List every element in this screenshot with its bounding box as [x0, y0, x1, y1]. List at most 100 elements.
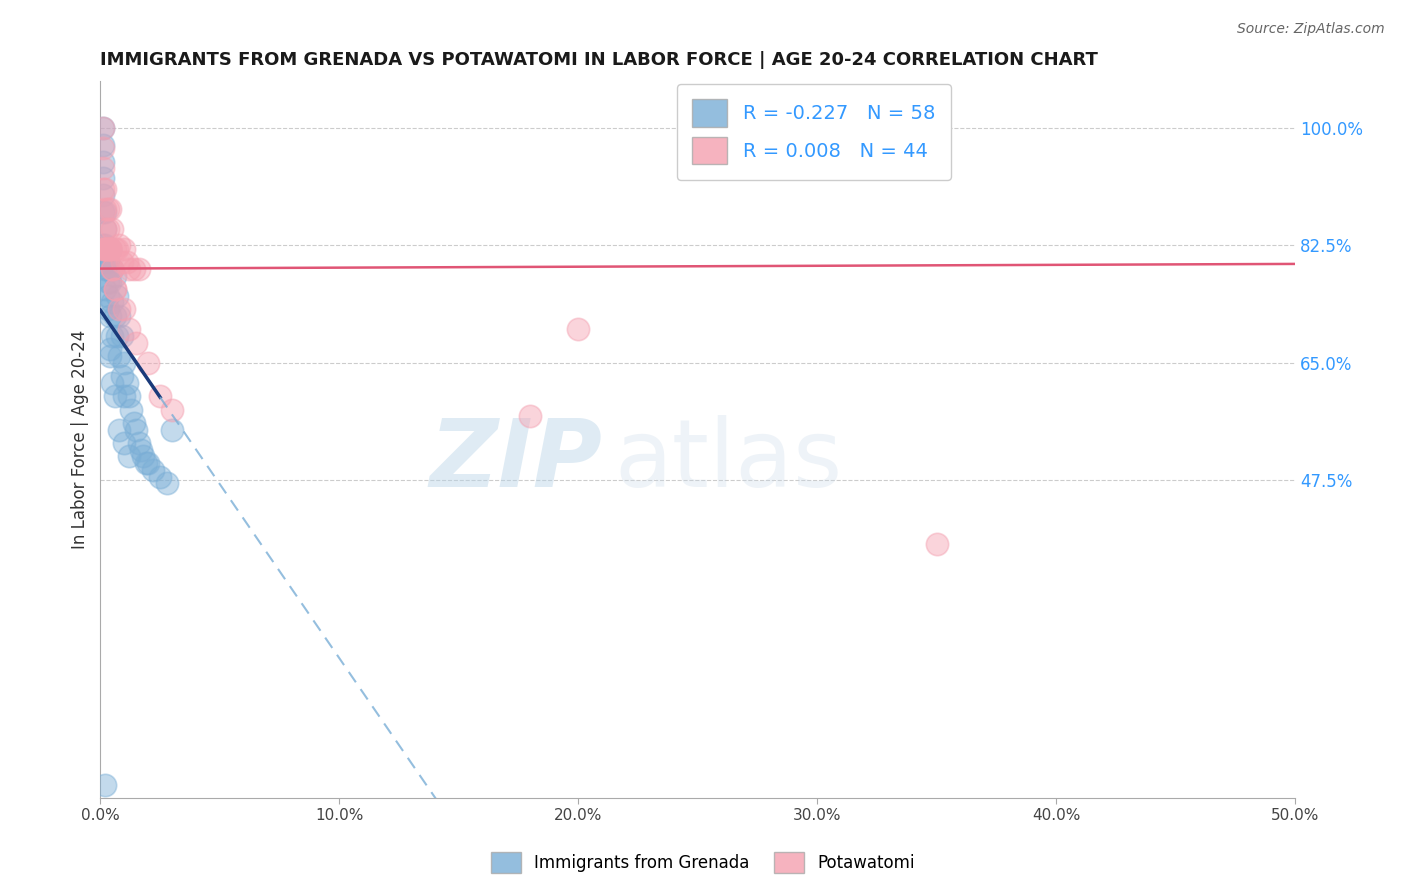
Point [122, 261, 145, 276]
Point [135, 456, 157, 470]
Point [108, 302, 131, 317]
Point [98, 309, 121, 323]
Point [118, 261, 141, 276]
Point [96, 221, 118, 235]
Point [122, 416, 145, 430]
Point [96, 242, 118, 256]
Point [91, 238, 114, 252]
Point [98, 275, 121, 289]
Point [160, 402, 183, 417]
Point [96, 275, 118, 289]
Point [925, 536, 948, 550]
Point [128, 436, 150, 450]
Point [94, 242, 117, 256]
Point [108, 309, 131, 323]
Point [104, 268, 127, 283]
Text: atlas: atlas [614, 415, 842, 508]
Point [125, 335, 148, 350]
Point [96, 288, 118, 302]
Point [98, 349, 121, 363]
Point [149, 389, 172, 403]
Point [129, 442, 152, 457]
Point [108, 423, 131, 437]
Point [91, 161, 114, 176]
Point [91, 141, 114, 155]
Point [567, 322, 589, 336]
Point [115, 255, 138, 269]
Legend: R = -0.227   N = 58, R = 0.008   N = 44: R = -0.227 N = 58, R = 0.008 N = 44 [676, 84, 950, 180]
Point [104, 389, 127, 403]
Point [111, 369, 134, 384]
Point [91, 188, 114, 202]
Point [105, 288, 128, 302]
Point [91, 138, 114, 153]
Point [94, 238, 117, 252]
Point [136, 456, 159, 470]
Point [104, 242, 127, 256]
Point [115, 376, 138, 390]
Point [111, 329, 134, 343]
Point [96, 242, 118, 256]
Point [91, 121, 114, 136]
Point [94, 221, 117, 235]
Point [94, 181, 117, 195]
Point [91, 242, 114, 256]
Point [91, 171, 114, 186]
Point [156, 476, 179, 491]
Point [91, 121, 114, 136]
Point [94, 261, 117, 276]
Point [519, 409, 541, 424]
Point [96, 242, 118, 256]
Point [136, 356, 159, 370]
Point [94, 778, 117, 792]
Text: ZIP: ZIP [429, 415, 602, 508]
Point [112, 302, 135, 317]
Point [104, 309, 127, 323]
Point [96, 242, 118, 256]
Point [98, 242, 121, 256]
Point [104, 282, 127, 296]
Point [120, 402, 142, 417]
Point [96, 302, 118, 317]
Point [105, 242, 128, 256]
Text: Source: ZipAtlas.com: Source: ZipAtlas.com [1237, 22, 1385, 37]
Point [128, 261, 150, 276]
Point [98, 242, 121, 256]
Point [118, 450, 141, 464]
Point [96, 261, 118, 276]
Point [98, 343, 121, 357]
Point [118, 322, 141, 336]
Point [105, 329, 128, 343]
Point [111, 255, 134, 269]
Y-axis label: In Labor Force | Age 20-24: In Labor Force | Age 20-24 [72, 330, 89, 549]
Point [112, 356, 135, 370]
Point [98, 202, 121, 216]
Point [108, 349, 131, 363]
Point [91, 205, 114, 219]
Point [112, 436, 135, 450]
Legend: Immigrants from Grenada, Potawatomi: Immigrants from Grenada, Potawatomi [484, 846, 922, 880]
Point [132, 450, 155, 464]
Point [101, 261, 124, 276]
Text: IMMIGRANTS FROM GRENADA VS POTAWATOMI IN LABOR FORCE | AGE 20-24 CORRELATION CHA: IMMIGRANTS FROM GRENADA VS POTAWATOMI IN… [100, 51, 1098, 69]
Point [94, 242, 117, 256]
Point [101, 295, 124, 310]
Point [101, 221, 124, 235]
Point [94, 282, 117, 296]
Point [94, 242, 117, 256]
Point [118, 389, 141, 403]
Point [94, 221, 117, 235]
Point [125, 423, 148, 437]
Point [160, 423, 183, 437]
Point [94, 255, 117, 269]
Point [91, 154, 114, 169]
Point [94, 242, 117, 256]
Point [149, 469, 172, 483]
Point [101, 261, 124, 276]
Point [98, 242, 121, 256]
Point [96, 202, 118, 216]
Point [91, 181, 114, 195]
Point [112, 242, 135, 256]
Point [94, 205, 117, 219]
Point [104, 282, 127, 296]
